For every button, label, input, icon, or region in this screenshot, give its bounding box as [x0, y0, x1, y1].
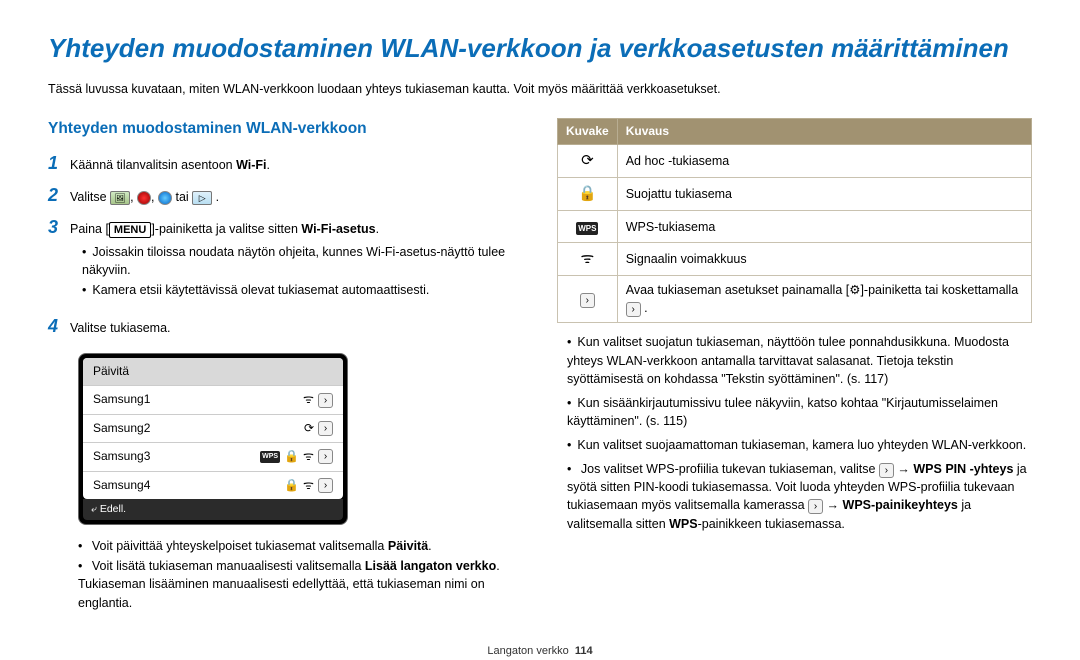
step-number: 4: [48, 313, 70, 339]
back-arrow-icon: ⤶: [91, 503, 97, 515]
chevron-icon: ›: [626, 302, 641, 317]
desc-cell: Suojattu tukiasema: [617, 177, 1031, 210]
desc-cell: WPS-tukiasema: [617, 210, 1031, 243]
back-label: Edell.: [100, 503, 126, 515]
signal-icon: ᯤ: [303, 391, 314, 408]
signal-icon: ᯤ: [303, 448, 314, 465]
adhoc-icon: ⟳: [304, 420, 314, 437]
two-column-layout: Yhteyden muodostaminen WLAN-verkkoon 1 K…: [48, 118, 1032, 620]
fn-icon: ⚙: [849, 283, 860, 297]
step3-pre: Paina [: [70, 222, 109, 236]
wifi-footer-back[interactable]: ⤶ Edell.: [83, 499, 343, 520]
step-4: 4 Valitse tukiasema.: [48, 313, 523, 339]
table-row: 🔒 Suojattu tukiasema: [558, 177, 1032, 210]
wifi-label: Wi-Fi: [236, 158, 266, 172]
footer-section: Langaton verkko: [487, 645, 568, 657]
right-column: Kuvake Kuvaus ⟳ Ad hoc -tukiasema 🔒 Suoj…: [557, 118, 1032, 620]
step-3: 3 Paina [MENU]-painiketta ja valitse sit…: [48, 214, 523, 307]
step2-tai: tai: [175, 190, 192, 204]
wifi-ap-row[interactable]: Samsung1 ᯤ ›: [83, 385, 343, 413]
icon-legend-table: Kuvake Kuvaus ⟳ Ad hoc -tukiasema 🔒 Suoj…: [557, 118, 1032, 324]
note-item: Voit päivittää yhteyskelpoiset tukiasema…: [78, 537, 523, 555]
section-heading: Yhteyden muodostaminen WLAN-verkkoon: [48, 118, 523, 140]
mode-icon-3: [158, 191, 172, 205]
wps-icon: WPS: [576, 222, 598, 236]
ap-name: Samsung3: [93, 448, 150, 465]
step2-pre: Valitse: [70, 190, 110, 204]
right-notes: Kun valitset suojatun tukiaseman, näyttö…: [557, 333, 1032, 532]
note-item: Joissakin tiloissa noudata näytön ohjeit…: [82, 243, 523, 279]
wifi-ap-row[interactable]: Samsung2 ⟳ ›: [83, 414, 343, 442]
step-number: 3: [48, 214, 70, 240]
page-footer: Langaton verkko 114: [48, 644, 1032, 660]
menu-button-label: MENU: [109, 222, 151, 238]
ap-name: Samsung2: [93, 420, 150, 437]
post-widget-notes: Voit päivittää yhteyskelpoiset tukiasema…: [48, 537, 523, 612]
mode-icon-4: ▷: [192, 191, 212, 205]
ap-name: Samsung1: [93, 391, 150, 408]
note-item: Jos valitset WPS-profiilia tukevan tukia…: [567, 460, 1032, 533]
wifi-ap-row[interactable]: Samsung4 🔒 ᯤ ›: [83, 471, 343, 499]
desc-cell: Signaalin voimakkuus: [617, 243, 1031, 276]
lock-icon: 🔒: [284, 448, 299, 465]
chevron-icon: ›: [808, 499, 823, 514]
th-desc: Kuvaus: [617, 118, 1031, 144]
table-row: ᯤ Signaalin voimakkuus: [558, 243, 1032, 276]
page-number: 114: [575, 645, 593, 657]
step3-notes: Joissakin tiloissa noudata näytön ohjeit…: [70, 243, 523, 299]
table-row: › Avaa tukiaseman asetukset painamalla […: [558, 276, 1032, 323]
desc-cell: Ad hoc -tukiasema: [617, 145, 1031, 178]
step-2: 2 Valitse 🖼, , tai ▷ .: [48, 182, 523, 208]
step4-text: Valitse tukiasema.: [70, 319, 523, 337]
left-column: Yhteyden muodostaminen WLAN-verkkoon 1 K…: [48, 118, 523, 620]
note-item: Kamera etsii käytettävissä olevat tukias…: [82, 281, 523, 299]
table-row: ⟳ Ad hoc -tukiasema: [558, 145, 1032, 178]
chevron-icon[interactable]: ›: [318, 421, 333, 436]
step-number: 2: [48, 182, 70, 208]
wps-icon: WPS: [260, 451, 280, 463]
wifi-setting-bold: Wi-Fi-asetus: [301, 222, 375, 236]
note-item: Voit lisätä tukiaseman manuaalisesti val…: [78, 557, 523, 611]
chevron-icon: ›: [580, 293, 595, 308]
mode-icon-1: 🖼: [110, 191, 130, 205]
wifi-ap-row[interactable]: Samsung3 WPS 🔒 ᯤ ›: [83, 442, 343, 470]
table-row: WPS WPS-tukiasema: [558, 210, 1032, 243]
wifi-list-widget: Päivitä Samsung1 ᯤ › Samsung2 ⟳ ›: [78, 353, 348, 525]
lock-icon: 🔒: [284, 477, 299, 494]
note-item: Kun sisäänkirjautumissivu tulee näkyviin…: [567, 394, 1032, 430]
signal-icon: ᯤ: [581, 250, 595, 267]
step-1: 1 Käännä tilanvalitsin asentoon Wi-Fi.: [48, 150, 523, 176]
th-icon: Kuvake: [558, 118, 618, 144]
ap-name: Samsung4: [93, 477, 150, 494]
wifi-refresh-row[interactable]: Päivitä: [83, 358, 343, 385]
note-item: Kun valitset suojaamattoman tukiaseman, …: [567, 436, 1032, 454]
desc-cell: Avaa tukiaseman asetukset painamalla [⚙]…: [617, 276, 1031, 323]
intro-text: Tässä luvussa kuvataan, miten WLAN-verkk…: [48, 80, 1032, 98]
adhoc-icon: ⟳: [581, 152, 594, 169]
mode-icon-2: [137, 191, 151, 205]
step-number: 1: [48, 150, 70, 176]
chevron-icon[interactable]: ›: [318, 393, 333, 408]
note-item: Kun valitset suojatun tukiaseman, näyttö…: [567, 333, 1032, 387]
lock-icon: 🔒: [578, 185, 597, 202]
step3-mid: ]-painiketta ja valitse sitten: [151, 222, 301, 236]
chevron-icon: ›: [879, 463, 894, 478]
signal-icon: ᯤ: [303, 477, 314, 494]
chevron-icon[interactable]: ›: [318, 449, 333, 464]
page-title: Yhteyden muodostaminen WLAN-verkkoon ja …: [48, 30, 1032, 68]
step1-text: Käännä tilanvalitsin asentoon: [70, 158, 236, 172]
chevron-icon[interactable]: ›: [318, 478, 333, 493]
